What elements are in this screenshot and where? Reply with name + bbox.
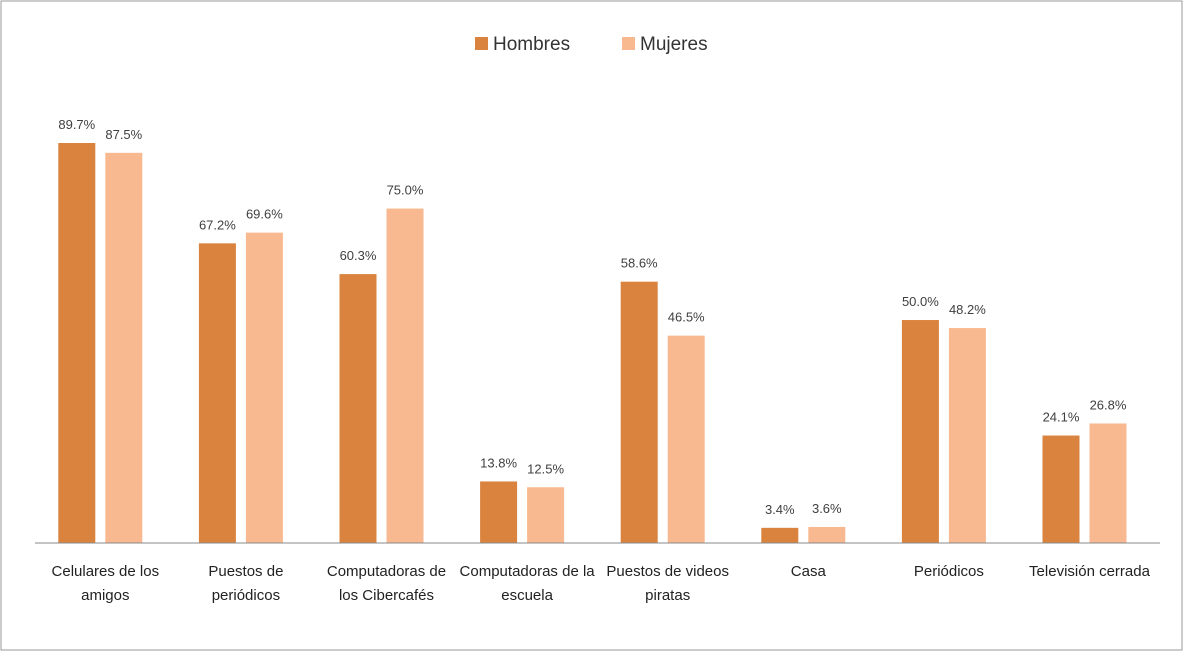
bar bbox=[667, 335, 705, 543]
bar bbox=[901, 320, 939, 543]
value-label: 69.6% bbox=[246, 207, 283, 222]
x-tick-label: Televisión cerrada bbox=[1029, 563, 1150, 580]
bar bbox=[480, 481, 518, 543]
bar bbox=[198, 243, 236, 543]
legend-label: Mujeres bbox=[640, 34, 708, 55]
legend-swatch bbox=[475, 37, 488, 50]
bar bbox=[1042, 435, 1080, 543]
value-label: 67.2% bbox=[199, 217, 236, 232]
legend-label: Hombres bbox=[493, 34, 570, 55]
bar bbox=[58, 143, 96, 543]
bar bbox=[761, 527, 799, 543]
value-label: 50.0% bbox=[902, 294, 939, 309]
x-tick-label: Computadoras de la escuela bbox=[459, 563, 595, 604]
value-label: 87.5% bbox=[105, 127, 142, 142]
bar bbox=[1089, 423, 1127, 543]
x-tick-label: Puestos de videos piratas bbox=[606, 563, 729, 604]
value-label: 46.5% bbox=[668, 310, 705, 325]
value-label: 24.1% bbox=[1043, 410, 1080, 425]
value-label: 3.4% bbox=[765, 502, 795, 517]
value-label: 75.0% bbox=[387, 183, 424, 198]
x-tick-label: Computadoras de los Cibercafés bbox=[326, 563, 447, 604]
value-label: 48.2% bbox=[949, 302, 986, 317]
value-label: 3.6% bbox=[812, 501, 842, 516]
bar bbox=[339, 274, 377, 543]
value-label: 60.3% bbox=[340, 248, 377, 263]
legend-swatch bbox=[622, 37, 635, 50]
bar bbox=[245, 232, 283, 543]
value-label: 26.8% bbox=[1090, 397, 1127, 412]
value-label: 58.6% bbox=[621, 256, 658, 271]
bar bbox=[105, 152, 143, 543]
value-label: 12.5% bbox=[527, 461, 564, 476]
x-tick-label: Casa bbox=[790, 563, 826, 580]
x-tick-label: Puestos de periódicos bbox=[208, 563, 284, 604]
x-tick-label: Periódicos bbox=[913, 563, 984, 580]
bar bbox=[386, 208, 424, 544]
x-tick-label: Celulares de los amigos bbox=[51, 563, 160, 604]
bar bbox=[527, 487, 565, 543]
bar bbox=[808, 526, 846, 543]
bar bbox=[620, 281, 658, 543]
value-label: 89.7% bbox=[58, 117, 95, 132]
value-label: 13.8% bbox=[480, 455, 517, 470]
bar bbox=[948, 328, 986, 543]
